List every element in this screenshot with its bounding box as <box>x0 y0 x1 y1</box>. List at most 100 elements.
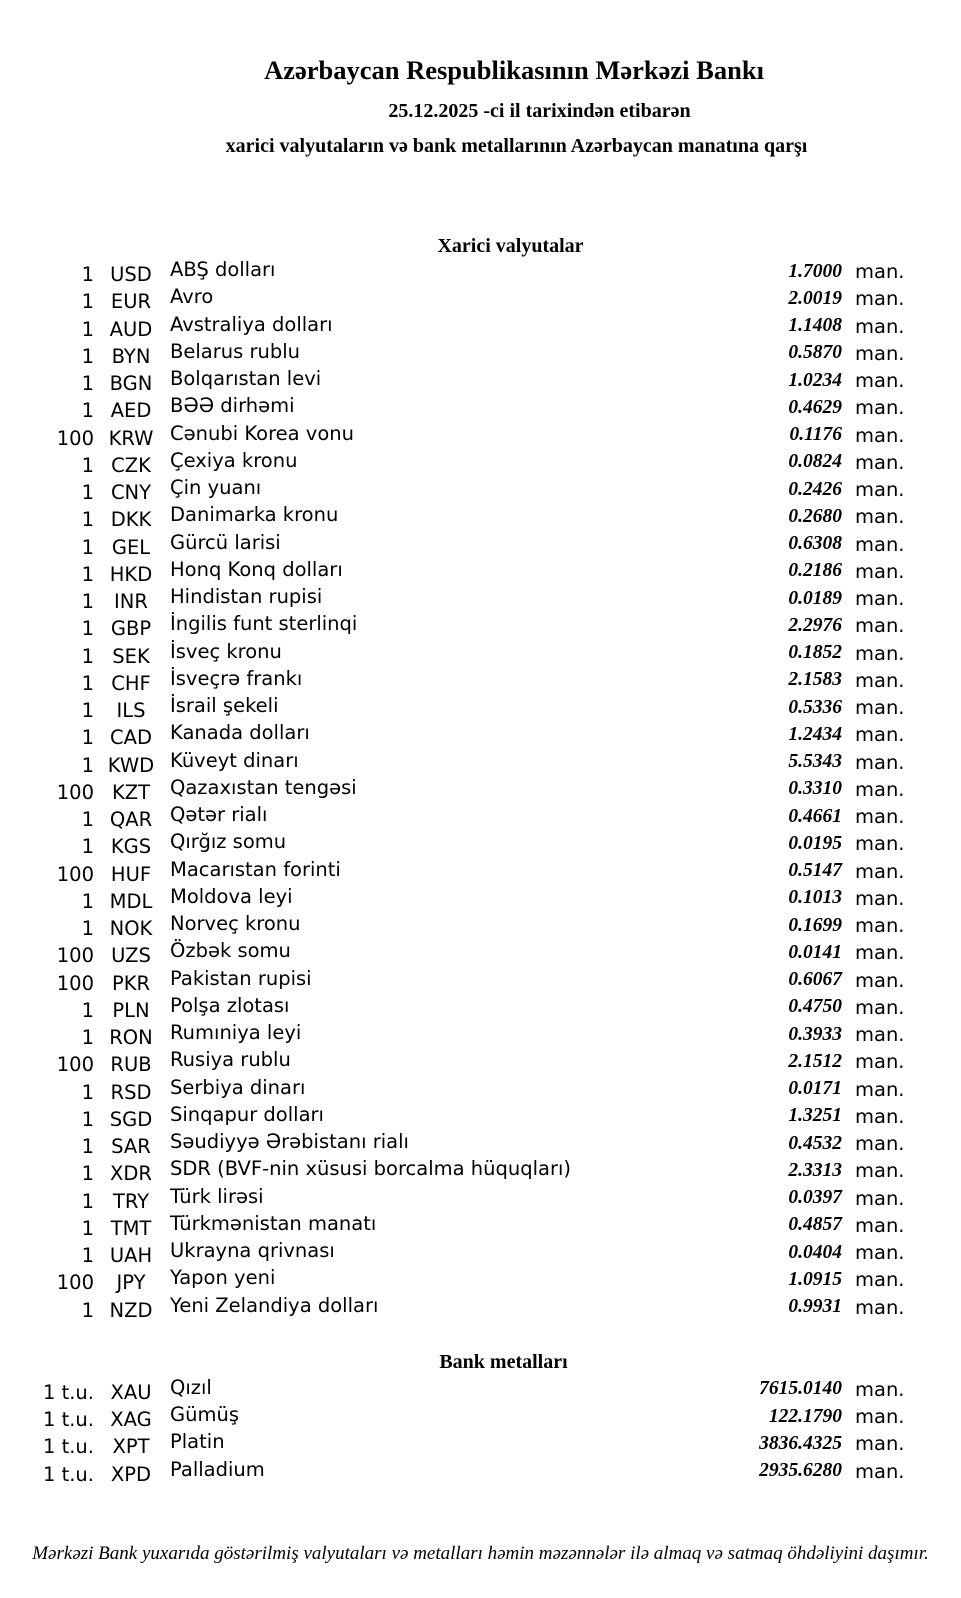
currency-code: CAD <box>110 726 152 750</box>
rate-row: 1 t.u. XPD Palladium 2935.6280 man. <box>30 1458 910 1486</box>
quantity-value: 1 <box>81 917 94 941</box>
quantity-value: 1 <box>81 399 94 423</box>
manat-unit-label: man. <box>855 532 905 556</box>
rate-value: 0.6308 <box>788 533 842 555</box>
rate-value: 2935.6280 <box>759 1460 842 1482</box>
rate-value: 0.4857 <box>788 1214 842 1236</box>
currency-code: ILS <box>116 699 146 723</box>
currency-name: Qətər rialı <box>170 803 268 827</box>
currency-code: BYN <box>111 344 151 368</box>
rate-row: 1 CNY Çin yuanı 0.2426 man. <box>30 476 910 505</box>
currency-code: MDL <box>109 889 153 913</box>
manat-unit-label: man. <box>855 478 905 502</box>
quantity-value: 100 <box>56 780 94 804</box>
manat-unit-label: man. <box>855 777 905 801</box>
rate-row: 1 BYN Belarus rublu 0.5870 man. <box>30 340 910 368</box>
rate-row: 1 RON Rumıniya leyi 0.3933 man. <box>30 1021 910 1050</box>
rate-row: 1 UAH Ukrayna qrivnası 0.0404 man. <box>30 1239 910 1268</box>
metals-section-title: Bank metalları <box>439 1350 568 1373</box>
currency-code: GEL <box>111 535 151 559</box>
currencies-section-title: Xarici valyutalar <box>437 235 584 257</box>
rate-row: 1 DKK Danimarka kronu 0.2680 man. <box>30 503 910 531</box>
currency-name: Gümüş <box>170 1403 239 1427</box>
currency-code: PKR <box>111 971 151 995</box>
manat-unit-label: man. <box>855 832 905 856</box>
rate-row: 1 GEL Gürcü larisi 0.6308 man. <box>30 531 910 559</box>
rate-value: 0.4629 <box>788 396 842 418</box>
manat-unit-label: man. <box>855 1268 905 1292</box>
currency-name: Qızıl <box>170 1375 212 1399</box>
currency-code: INR <box>114 590 148 614</box>
manat-unit-label: man. <box>855 1132 905 1156</box>
currency-name: Pakistan rupisi <box>170 966 312 990</box>
manat-unit-label: man. <box>855 641 905 665</box>
quantity-value: 1 <box>81 290 94 314</box>
currency-name: Macarıstan forinti <box>170 857 341 881</box>
rate-row: 1 t.u. XAG Gümüş 122.1790 man. <box>30 1403 910 1432</box>
rate-value: 0.3933 <box>788 1023 842 1045</box>
rate-value: 0.1699 <box>788 914 842 936</box>
rate-value: 1.7000 <box>788 260 842 282</box>
rate-value: 0.0195 <box>788 832 842 854</box>
rate-value: 0.5336 <box>788 696 842 718</box>
currency-code: RSD <box>110 1080 152 1104</box>
manat-unit-label: man. <box>855 1050 905 1074</box>
currency-code: KGS <box>110 835 152 859</box>
currency-name: İsrail şekeli <box>170 694 279 718</box>
currencies-table: 1 USD ABŞ dolları 1.7000 man. 1 EUR Avro… <box>30 258 910 1322</box>
currency-name: Çexiya kronu <box>170 448 298 472</box>
rate-value: 0.2186 <box>788 560 842 582</box>
manat-unit-label: man. <box>855 1405 905 1429</box>
footer-note: Mərkəzi Bank yuxarıda göstərilmiş valyut… <box>32 1542 929 1564</box>
quantity-value: 1 <box>81 590 94 614</box>
manat-unit-label: man. <box>855 1186 905 1210</box>
currency-code: KZT <box>111 780 151 804</box>
currency-code: RON <box>109 1026 153 1050</box>
manat-unit-label: man. <box>855 450 905 474</box>
rate-row: 1 t.u. XPT Platin 3836.4325 man. <box>30 1430 910 1459</box>
quantity-value: 1 <box>81 644 94 668</box>
rate-row: 1 EUR Avro 2.0019 man. <box>30 285 910 314</box>
currency-name: Honq Konq dolları <box>170 557 343 581</box>
rate-row: 1 USD ABŞ dolları 1.7000 man. <box>30 258 910 287</box>
currency-code: TRY <box>112 1189 150 1213</box>
currency-code: XAG <box>110 1408 152 1432</box>
rate-value: 0.0171 <box>788 1078 842 1100</box>
manat-unit-label: man. <box>855 1432 905 1456</box>
rate-row: 1 PLN Polşa zlotası 0.4750 man. <box>30 994 910 1022</box>
rate-value: 7615.0140 <box>759 1378 842 1400</box>
currency-code: CNY <box>110 481 152 505</box>
manat-unit-label: man. <box>855 1377 905 1401</box>
quantity-value: 1 <box>81 1189 94 1213</box>
currency-name: Hindistan rupisi <box>170 585 323 609</box>
rate-value: 0.5147 <box>788 860 842 882</box>
currency-code: AED <box>110 399 152 423</box>
currency-name: Bolqarıstan levi <box>170 367 322 391</box>
rate-row: 100 JPY Yapon yeni 1.0915 man. <box>30 1266 910 1294</box>
quantity-value: 1 <box>81 1244 94 1268</box>
currency-code: USD <box>110 263 152 287</box>
rate-row: 1 KWD Küveyt dinarı 5.5343 man. <box>30 749 910 777</box>
manat-unit-label: man. <box>855 968 905 992</box>
quantity-value: 100 <box>56 426 94 450</box>
currency-name: Platin <box>170 1430 225 1454</box>
manat-unit-label: man. <box>855 805 905 829</box>
quantity-value: 1 t.u. <box>42 1435 94 1459</box>
rate-row: 1 BGN Bolqarıstan levi 1.0234 man. <box>30 367 910 395</box>
currency-name: Danimarka kronu <box>170 503 339 527</box>
rate-value: 0.1013 <box>788 887 842 909</box>
rate-value: 0.0404 <box>788 1241 842 1263</box>
manat-unit-label: man. <box>855 995 905 1019</box>
quantity-value: 1 <box>81 535 94 559</box>
rate-value: 0.2680 <box>788 505 842 527</box>
effective-date-line: 25.12.2025 -ci il tarixindən etibarən <box>388 100 691 122</box>
currency-name: Yeni Zelandiya dolları <box>170 1293 379 1317</box>
quantity-value: 1 <box>81 1162 94 1186</box>
manat-unit-label: man. <box>855 260 905 284</box>
currency-name: Sinqapur dolları <box>170 1102 324 1126</box>
rate-value: 0.3310 <box>788 778 842 800</box>
rate-value: 1.1408 <box>788 315 842 337</box>
quantity-value: 1 <box>81 671 94 695</box>
rate-value: 0.4532 <box>788 1132 842 1154</box>
currency-name: Serbiya dinarı <box>170 1075 306 1099</box>
